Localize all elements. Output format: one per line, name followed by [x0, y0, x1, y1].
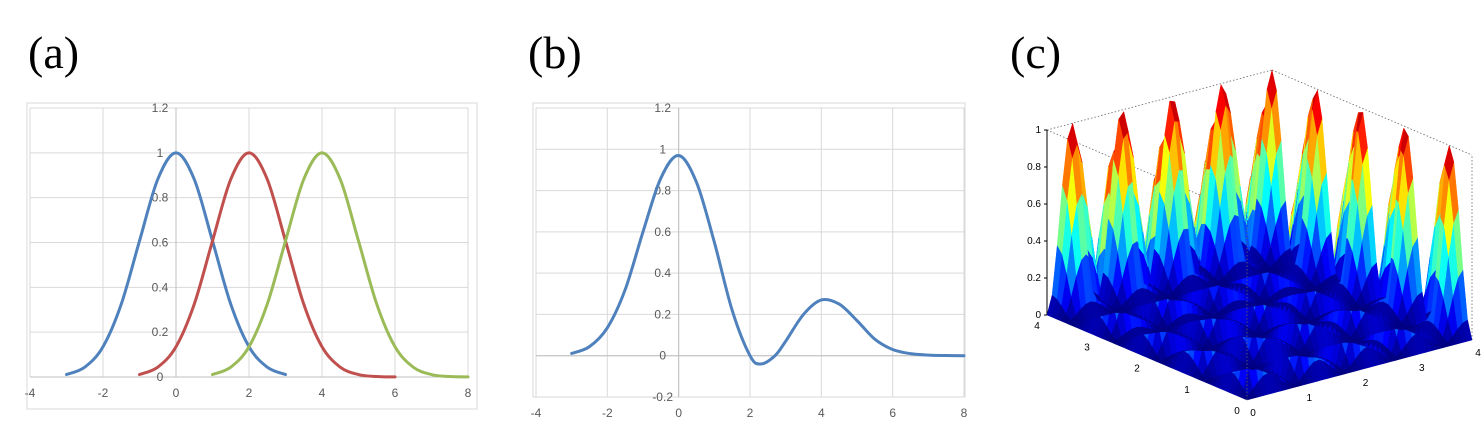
chart-b-ytick-label: 0 — [659, 349, 666, 363]
chart-b-ytick-label: 1 — [659, 142, 666, 156]
surface-ztick-label: 0.4 — [1027, 236, 1041, 247]
surface-xtick-label: 3 — [1419, 363, 1425, 374]
panel-b-label: (b) — [528, 27, 582, 78]
surface-ytick-label: 0 — [1234, 406, 1240, 417]
chart-a-ytick-label: 0.2 — [152, 325, 169, 339]
chart-a-ytick-label: 0.8 — [152, 191, 169, 205]
chart-a-xtick-label: 6 — [392, 386, 399, 400]
surface-xtick-label: 2 — [1363, 378, 1369, 389]
surface-ztick-label: 0.8 — [1027, 162, 1041, 173]
surface-box-edge — [1271, 69, 1473, 156]
chart-b-series-line — [570, 153, 966, 366]
chart-b-xtick-label: 6 — [889, 406, 896, 420]
chart-b-ytick-label: 0.4 — [654, 266, 671, 280]
chart-a-ytick-label: 1 — [157, 146, 164, 160]
surface-ztick-label: 1 — [1035, 125, 1041, 136]
chart-a-xtick-label: -2 — [98, 386, 109, 400]
chart-b-ytick-label: 0.2 — [654, 307, 671, 321]
surface-box-edge — [1046, 129, 1248, 216]
surface-xtick-label: 1 — [1306, 393, 1312, 404]
chart-b-xtick-label: 2 — [747, 406, 754, 420]
chart-b-xtick-label: 0 — [675, 406, 682, 420]
chart-a-xtick-label: -4 — [25, 386, 36, 400]
chart-b-ytick-label: 0.6 — [654, 225, 671, 239]
surface-ytick-label: 3 — [1084, 342, 1090, 353]
chart-a-frame — [26, 102, 478, 410]
chart-b-xtick-label: -2 — [602, 406, 613, 420]
chart-b-xtick-label: 8 — [961, 406, 968, 420]
chart-a-ytick-label: 0 — [157, 370, 164, 384]
surface-ytick-label: 2 — [1134, 364, 1140, 375]
surface-ztick-label: 0 — [1035, 310, 1041, 321]
surface-ztick-label: 0.6 — [1027, 199, 1041, 210]
chart-a-xtick-label: 2 — [246, 386, 253, 400]
panel-a-label: (a) — [28, 27, 80, 78]
panel-c-label: (c) — [1010, 27, 1062, 78]
surface-xtick-label: 0 — [1250, 408, 1256, 419]
chart-a-xtick-label: 8 — [465, 386, 472, 400]
chart-b-xtick-label: 4 — [818, 406, 825, 420]
surface-patch — [1046, 294, 1057, 318]
chart-a-ytick-label: 1.2 — [152, 101, 169, 115]
chart-a-xtick-label: 0 — [173, 386, 180, 400]
surface-ztick-label: 0.2 — [1027, 273, 1041, 284]
chart-b-ytick-label: 1.2 — [654, 101, 671, 115]
surface-ytick-label: 1 — [1184, 385, 1190, 396]
chart-b: -4 -2 0 2 4 6 8-0.200.20.40.60.811.2 — [531, 101, 968, 420]
chart-a-series-line — [211, 151, 470, 379]
surface-xtick-label: 4 — [1475, 348, 1481, 359]
surface-ytick-label: 4 — [1034, 321, 1040, 332]
chart-b-xtick-label: -4 — [531, 406, 542, 420]
chart-b-ytick-label: -0.2 — [652, 390, 673, 404]
surface-box-edge — [1046, 69, 1273, 131]
chart-a-series-line — [138, 151, 397, 379]
chart-a-ytick-label: 0.4 — [152, 280, 169, 294]
chart-a-xtick-label: 4 — [319, 386, 326, 400]
chart-a-ytick-label: 0.6 — [152, 236, 169, 250]
chart-a: -4 -2 0 2 4 6 8 0 0.2 0.4 0.6 0.8 1 1.2 — [25, 101, 478, 410]
